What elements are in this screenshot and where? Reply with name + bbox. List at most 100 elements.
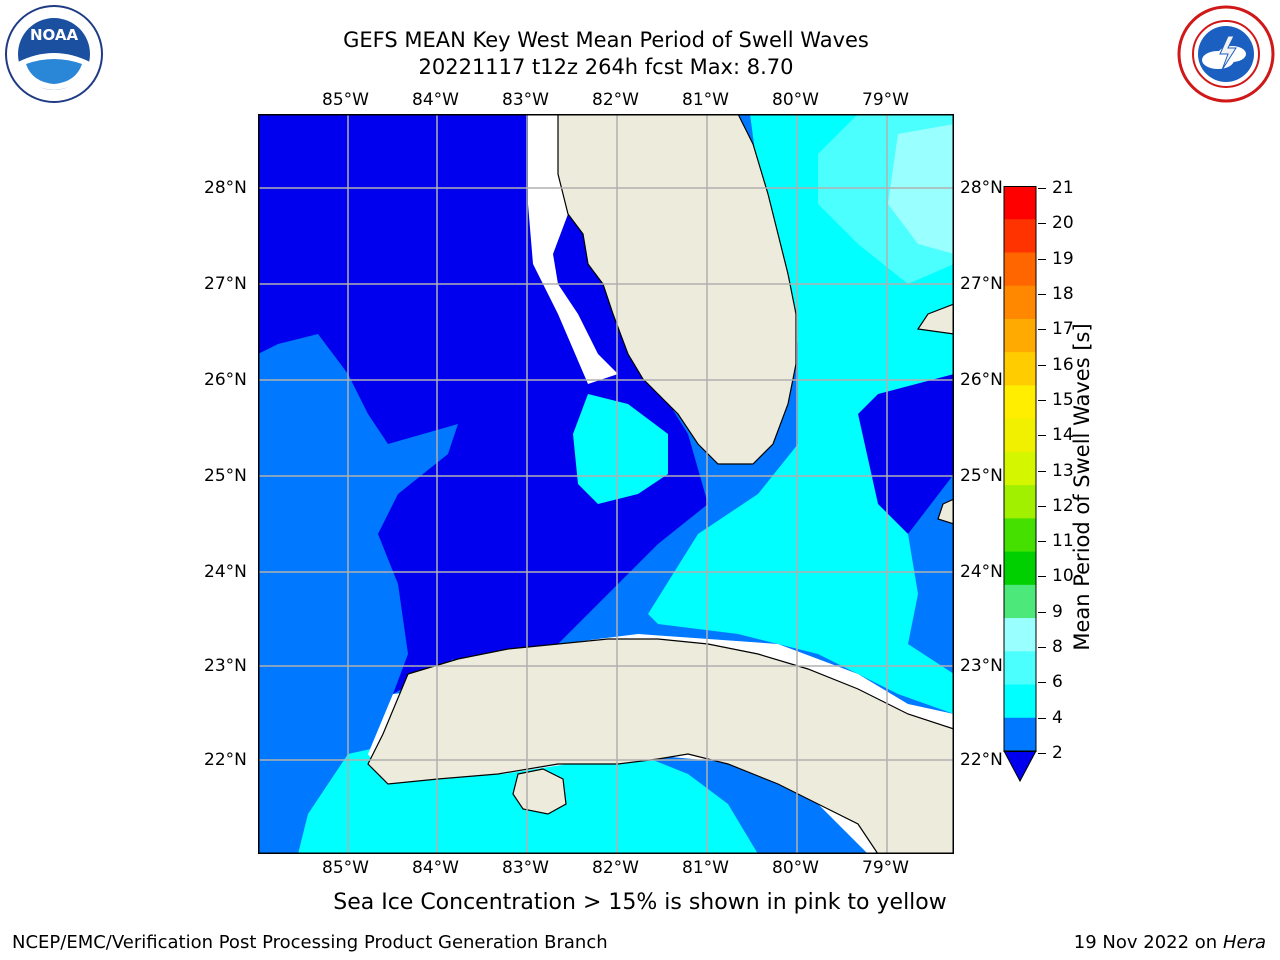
colorbar-tick-mark <box>1038 611 1046 613</box>
lon-label-top: 84°W <box>412 90 459 110</box>
colorbar <box>1000 186 1040 786</box>
lon-label-top: 79°W <box>862 90 909 110</box>
chart-title: GEFS MEAN Key West Mean Period of Swell … <box>343 28 869 52</box>
colorbar-tick-mark <box>1038 329 1046 331</box>
lat-label-right: 28°N <box>960 178 1003 198</box>
lon-label-bottom: 79°W <box>862 858 909 878</box>
colorbar-swatch <box>1004 485 1036 519</box>
lon-label-top: 83°W <box>502 90 549 110</box>
colorbar-tick-label: 14 <box>1052 425 1074 446</box>
footer-date-text: 19 Nov 2022 on <box>1073 932 1218 953</box>
colorbar-tick-mark <box>1038 576 1046 578</box>
colorbar-swatch <box>1004 352 1036 386</box>
colorbar-swatch <box>1004 219 1036 253</box>
sea-ice-note: Sea Ice Concentration > 15% is shown in … <box>333 890 947 915</box>
footer-host: Hera <box>1222 932 1266 953</box>
lon-label-bottom: 83°W <box>502 858 549 878</box>
lon-label-bottom: 81°W <box>682 858 729 878</box>
colorbar-tick-label: 20 <box>1052 213 1074 234</box>
colorbar-swatch <box>1004 418 1036 453</box>
colorbar-tick-label: 19 <box>1052 248 1074 269</box>
lat-label-left: 23°N <box>204 656 247 676</box>
colorbar-tick-label: 2 <box>1052 743 1063 763</box>
colorbar-tick-mark <box>1038 293 1046 295</box>
colorbar-tick-label: 12 <box>1052 495 1074 516</box>
colorbar-swatch <box>1004 285 1036 320</box>
colorbar-tick-mark <box>1038 682 1046 684</box>
colorbar-swatch <box>1004 551 1036 586</box>
lon-label-bottom: 82°W <box>592 858 639 878</box>
colorbar-tick-mark <box>1038 399 1046 401</box>
contour-4s-east <box>648 114 954 714</box>
colorbar-tick-label: 17 <box>1052 319 1074 340</box>
cuba-land <box>367 638 955 855</box>
lon-label-bottom: 85°W <box>322 858 369 878</box>
lat-label-left: 28°N <box>204 178 247 198</box>
chart-subtitle: 20221117 t12z 264h fcst Max: 8.70 <box>418 55 794 79</box>
footer-date: 19 Nov 2022 on Hera <box>1074 932 1266 953</box>
colorbar-swatch <box>1004 584 1036 619</box>
lat-label-left: 24°N <box>204 562 247 582</box>
colorbar-swatch <box>1004 186 1036 220</box>
lat-label-left: 27°N <box>204 274 247 294</box>
lat-label-right: 26°N <box>960 370 1003 390</box>
colorbar-tick-label: 4 <box>1052 707 1063 728</box>
colorbar-tick-mark <box>1038 364 1046 366</box>
contour-8s-patch <box>888 124 954 254</box>
colorbar-tick-label: 15 <box>1052 389 1074 410</box>
colorbar-tick-mark <box>1038 717 1046 719</box>
lon-label-top: 85°W <box>322 90 369 110</box>
lon-label-top: 81°W <box>682 90 729 110</box>
lat-label-left: 22°N <box>204 750 247 770</box>
colorbar-tick-mark <box>1038 753 1046 754</box>
colorbar-swatch <box>1004 684 1036 719</box>
colorbar-tick-label: 9 <box>1052 601 1063 622</box>
lat-label-right: 27°N <box>960 274 1003 294</box>
lat-label-right: 23°N <box>960 656 1003 676</box>
colorbar-tick-label: 10 <box>1052 566 1074 587</box>
colorbar-swatch <box>1004 252 1036 287</box>
colorbar-tick-mark <box>1038 647 1046 649</box>
colorbar-tick-label: 21 <box>1052 178 1074 198</box>
colorbar-tick-mark <box>1038 258 1046 260</box>
colorbar-tick-mark <box>1038 505 1046 507</box>
colorbar-swatch <box>1004 717 1036 752</box>
map-frame <box>258 114 954 854</box>
lon-label-top: 82°W <box>592 90 639 110</box>
colorbar-swatch <box>1004 651 1036 686</box>
colorbar-tick-label: 11 <box>1052 531 1074 552</box>
colorbar-label: Mean Period of Swell Waves [s] <box>1070 323 1094 651</box>
colorbar-tick-mark <box>1038 188 1046 189</box>
noaa-logo: NOAA <box>4 4 104 104</box>
nws-logo <box>1176 4 1276 104</box>
colorbar-swatch <box>1004 318 1036 353</box>
contour-2s-east <box>858 374 954 534</box>
colorbar-tick-label: 18 <box>1052 283 1074 304</box>
colorbar-tick-mark <box>1038 541 1046 543</box>
colorbar-tick-mark <box>1038 470 1046 472</box>
colorbar-ticks: 21 20 19 18 17 16 15 14 13 12 11 10 9 8 6 4 2 <box>1038 178 1112 778</box>
lat-label-right: 24°N <box>960 562 1003 582</box>
footer-credit: NCEP/EMC/Verification Post Processing Pr… <box>12 932 608 953</box>
colorbar-svg <box>1003 186 1037 783</box>
colorbar-tick-label: 8 <box>1052 637 1063 658</box>
colorbar-tick-mark <box>1038 435 1046 437</box>
lat-label-left: 26°N <box>204 370 247 390</box>
lat-label-left: 25°N <box>204 466 247 486</box>
colorbar-frame <box>1003 186 1037 752</box>
lat-label-right: 22°N <box>960 750 1003 770</box>
lon-label-bottom: 80°W <box>772 858 819 878</box>
colorbar-swatch <box>1004 618 1036 652</box>
lon-label-bottom: 84°W <box>412 858 459 878</box>
colorbar-tick-label: 13 <box>1052 460 1074 481</box>
colorbar-tick-label: 16 <box>1052 354 1074 375</box>
lat-label-right: 25°N <box>960 466 1003 486</box>
colorbar-swatch <box>1004 385 1036 420</box>
noaa-logo-text: NOAA <box>30 26 79 44</box>
colorbar-extend-triangle <box>1003 750 1037 783</box>
colorbar-swatch <box>1004 518 1036 553</box>
graticule <box>258 114 954 854</box>
lon-label-top: 80°W <box>772 90 819 110</box>
map-area <box>258 113 955 855</box>
colorbar-tick-mark <box>1038 223 1046 225</box>
